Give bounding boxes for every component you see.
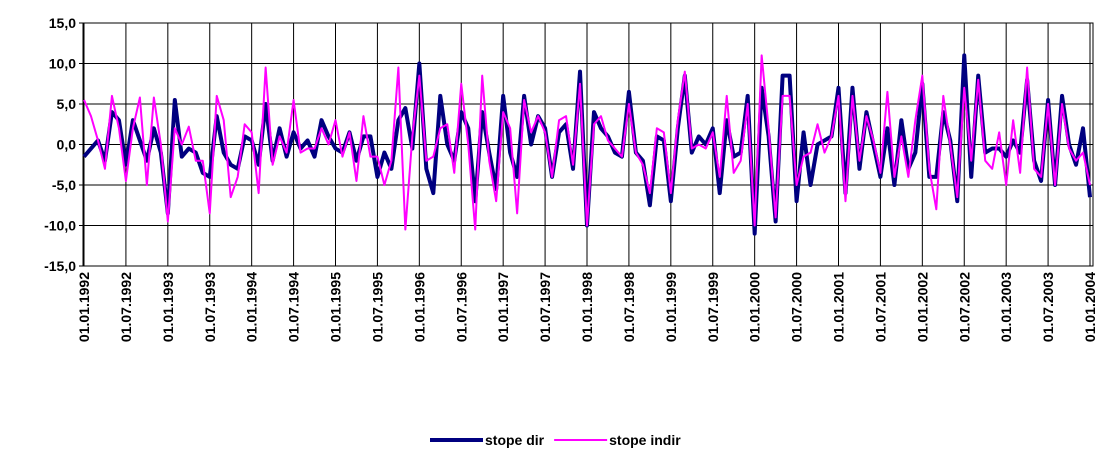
y-tick-label: 0,0 bbox=[57, 137, 77, 153]
x-tick-label: 01.07.1999 bbox=[705, 272, 721, 342]
y-tick-label: -10,0 bbox=[44, 218, 76, 234]
x-tick-label: 01.01.1998 bbox=[579, 272, 595, 342]
x-tick-label: 01.01.2002 bbox=[914, 272, 930, 342]
x-tick-label: 01.07.1993 bbox=[202, 272, 218, 342]
x-tick-label: 01.07.2002 bbox=[956, 272, 972, 342]
x-tick-label: 01.07.1998 bbox=[621, 272, 637, 342]
x-tick-label: 01.07.1995 bbox=[369, 272, 385, 342]
x-tick-label: 01.01.2003 bbox=[998, 272, 1014, 342]
series-line bbox=[83, 54, 1091, 231]
x-tick-label: 01.01.2001 bbox=[831, 272, 847, 342]
x-tick-label: 01.01.2000 bbox=[747, 272, 763, 342]
legend-label: stope dir bbox=[485, 432, 545, 448]
x-tick-label: 01.01.1999 bbox=[663, 272, 679, 342]
x-tick-label: 01.07.2000 bbox=[789, 272, 805, 342]
x-tick-label: 01.07.1996 bbox=[453, 272, 469, 342]
x-tick-label: 01.01.1997 bbox=[495, 272, 511, 342]
x-tick-label: 01.07.2003 bbox=[1040, 272, 1056, 342]
x-tick-label: 01.01.2004 bbox=[1082, 272, 1095, 342]
x-tick-label: 01.01.1993 bbox=[160, 272, 176, 342]
x-tick-label: 01.07.1992 bbox=[118, 272, 134, 342]
x-tick-label: 01.01.1994 bbox=[244, 272, 260, 342]
y-tick-label: 5,0 bbox=[57, 96, 77, 112]
x-tick-label: 01.01.1995 bbox=[328, 272, 344, 342]
y-tick-label: -5,0 bbox=[52, 177, 76, 193]
y-tick-label: 10,0 bbox=[49, 56, 76, 72]
legend-label: stope indir bbox=[609, 432, 681, 448]
x-tick-label: 01.07.1997 bbox=[537, 272, 553, 342]
x-tick-label: 01.07.2001 bbox=[872, 272, 888, 342]
y-tick-label: 15,0 bbox=[49, 15, 76, 31]
x-tick-label: 01.01.1992 bbox=[76, 272, 92, 342]
x-tick-label: 01.07.1994 bbox=[286, 272, 302, 342]
y-tick-label: -15,0 bbox=[44, 258, 76, 274]
x-tick-label: 01.01.1996 bbox=[411, 272, 427, 342]
